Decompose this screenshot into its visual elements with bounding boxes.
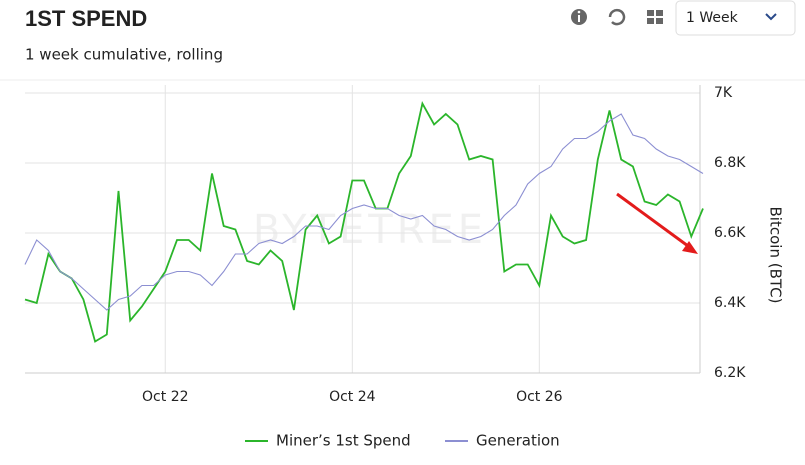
info-dot	[577, 10, 581, 14]
plot: 6.2K 6.4K 6.6K 6.8K 7K Oct 22 Oct 24 Oct 26	[24, 85, 746, 405]
watermark: BYTETREE	[253, 207, 487, 253]
y-tick-label: 6.2K	[714, 365, 746, 381]
period-dropdown[interactable]	[675, 0, 796, 36]
series-line	[24, 113, 704, 311]
legend-label: Miner’s 1st Spend	[276, 432, 411, 450]
x-tick-label: Oct 22	[142, 389, 188, 405]
info-glyph	[578, 15, 580, 22]
annotation-arrow	[616, 192, 698, 254]
series-line	[24, 100, 704, 343]
legend-label: Generation	[476, 432, 560, 450]
chart-title: 1ST SPEND	[25, 6, 147, 31]
x-tick-label: Oct 26	[516, 389, 563, 405]
y-tick-label: 6.6K	[714, 225, 746, 241]
refresh-icon[interactable]	[608, 8, 626, 26]
y-tick-label: 6.8K	[714, 155, 746, 171]
y-axis-title: Bitcoin (BTC)	[767, 207, 785, 304]
toolbar: 1 Week	[571, 0, 796, 36]
y-tick-label: 7K	[714, 85, 733, 101]
dropdown-caret	[765, 13, 777, 21]
subtitle: 1 week cumulative, rolling	[25, 46, 223, 64]
grid-icon[interactable]	[647, 10, 663, 24]
x-tick-label: Oct 24	[329, 389, 376, 405]
period-label: 1 Week	[686, 10, 739, 26]
y-tick-label: 6.4K	[714, 295, 746, 311]
